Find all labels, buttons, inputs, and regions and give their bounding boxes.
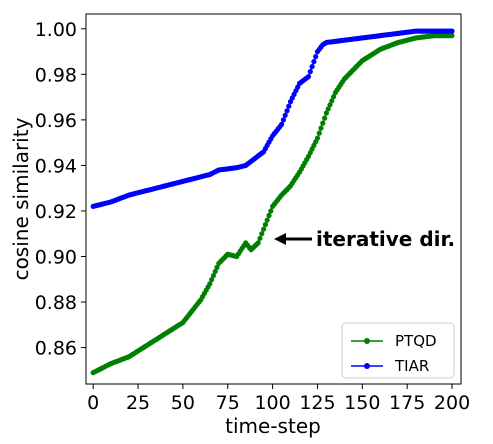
y-tick-label: 0.96 [35,110,77,132]
data-point-ptqd [255,240,261,246]
data-point-ptqd [323,110,329,116]
legend: PTQD TIAR [341,322,455,379]
data-point-ptqd [327,102,333,108]
data-point-tiar [282,112,288,118]
series-ptqd [90,33,455,376]
series-layer [90,28,455,376]
x-tick-label: 150 [344,392,380,414]
data-point-ptqd [314,135,321,141]
data-point-ptqd [262,222,268,228]
data-point-ptqd [322,115,328,121]
annotation-text: iterative dir. [316,227,455,251]
legend-box [341,322,455,379]
x-tick-label: 0 [87,392,99,414]
data-point-ptqd [329,98,335,104]
x-tick-label: 100 [254,392,290,414]
data-point-ptqd [331,94,337,100]
data-point-ptqd [264,217,270,223]
data-point-tiar [280,117,286,123]
y-tick-label: 0.94 [35,155,77,177]
y-tick-label: 0.92 [35,201,77,223]
y-tick-label: 0.86 [35,338,77,360]
x-tick-label: 200 [434,392,470,414]
data-point-ptqd [449,33,455,39]
data-point-ptqd [320,120,326,126]
legend-label-ptqd: PTQD [395,332,437,350]
data-point-ptqd [268,208,274,214]
data-point-tiar [313,54,319,60]
data-point-ptqd [207,281,213,287]
x-tick-label: 50 [171,392,195,414]
data-point-ptqd [212,268,218,275]
data-point-ptqd [266,212,272,219]
data-point-ptqd [214,264,220,270]
x-tick-label: 25 [126,392,150,414]
data-point-ptqd [316,130,322,136]
annotation-arrow-head [274,233,286,245]
legend-item-ptqd: PTQD [351,332,437,350]
y-tick-label: 0.90 [35,246,77,268]
data-point-tiar [286,103,292,109]
y-axis-label: cosine similarity [9,117,33,280]
ticks-layer: 0 25 50 75 100 125 150 175 200 0.86 0.88 0.90 0.92 0.… [35,19,470,414]
data-point-ptqd [261,226,267,232]
data-point-tiar [279,121,285,127]
x-axis-label: time-step [225,414,321,438]
data-point-tiar [284,108,290,114]
x-tick-label: 75 [216,392,240,414]
x-tick-label: 175 [389,392,425,414]
data-point-ptqd [209,277,215,283]
annotation: iterative dir. [274,227,455,251]
y-tick-label: 0.88 [35,292,77,314]
series-tiar [90,28,455,209]
data-point-ptqd [325,106,331,112]
legend-marker-ptqd [364,338,370,344]
data-point-ptqd [318,125,324,131]
data-point-ptqd [259,231,265,237]
legend-item-tiar: TIAR [351,357,429,375]
legend-label-tiar: TIAR [394,357,429,375]
y-tick-label: 1.00 [35,19,77,41]
x-tick-label: 125 [299,392,335,414]
data-point-tiar [449,28,455,34]
data-point-tiar [307,69,313,75]
data-point-ptqd [210,273,216,279]
legend-marker-tiar [364,363,370,369]
data-point-tiar [309,64,315,70]
data-point-tiar [305,74,312,80]
data-point-tiar [311,59,317,65]
data-point-ptqd [257,235,263,241]
y-tick-label: 0.98 [35,64,77,86]
plot-area [85,13,462,385]
